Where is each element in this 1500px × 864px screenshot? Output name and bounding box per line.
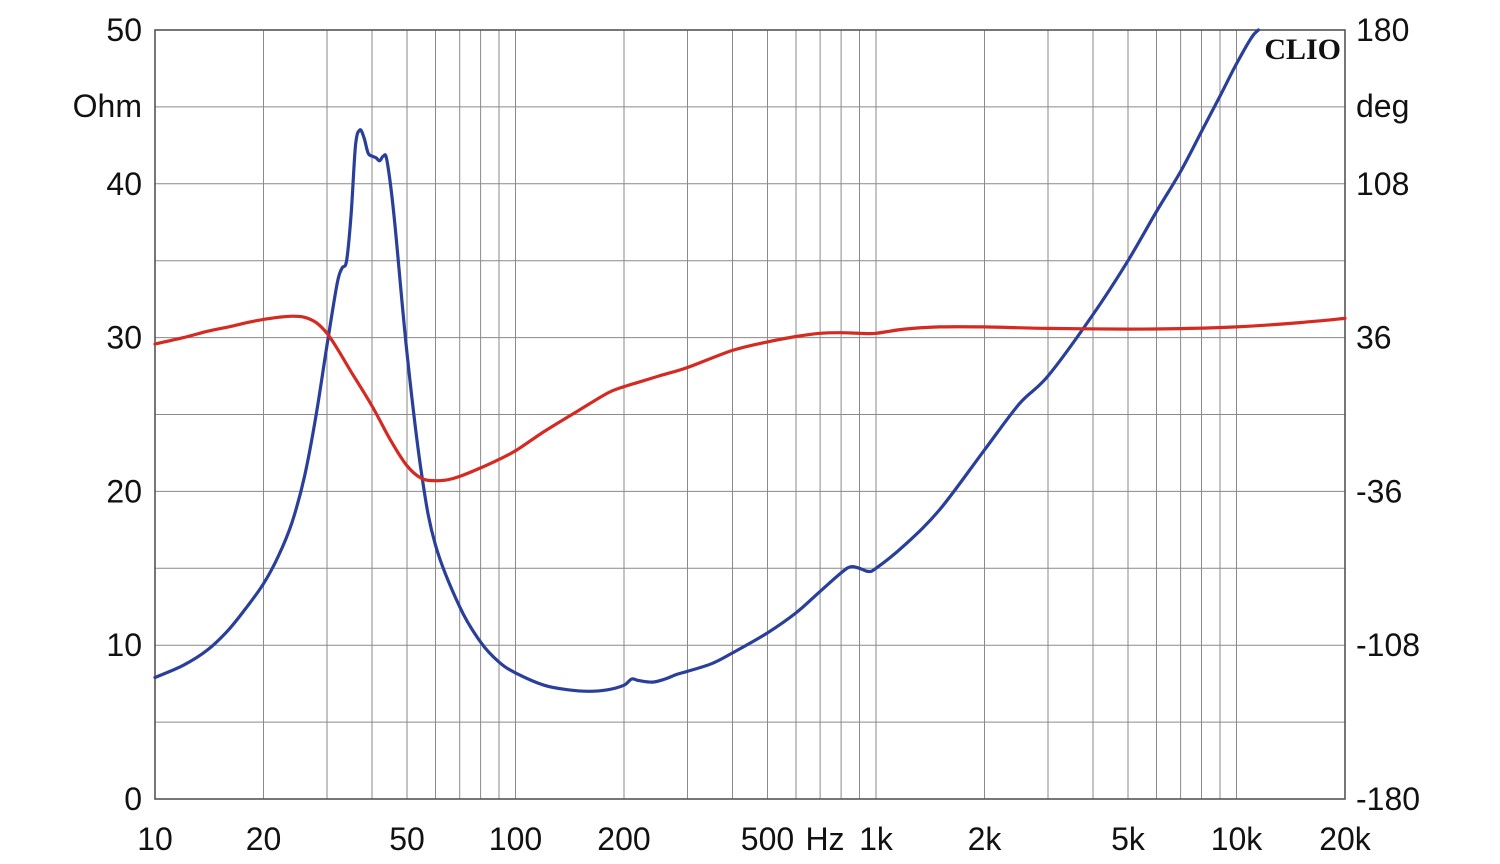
right-axis-unit: deg: [1356, 88, 1409, 124]
right-y-tick-label: -36: [1356, 473, 1402, 509]
left-y-tick-label: 20: [106, 473, 142, 509]
x-tick-label: 20: [246, 821, 282, 857]
x-tick-label: 100: [489, 821, 542, 857]
tick-labels: 10 20 50 100 200 500 1k 2k 5k 10k 20k 0 10 20 30 40 50 -1…: [106, 12, 1420, 857]
x-tick-label: 2k: [968, 821, 1003, 857]
left-y-tick-label: 40: [106, 166, 142, 202]
left-y-tick-label: 50: [106, 12, 142, 48]
right-y-tick-label: 36: [1356, 320, 1392, 356]
x-tick-label: 500: [741, 821, 794, 857]
left-axis-unit: Ohm: [73, 88, 142, 124]
x-tick-label: 10k: [1211, 821, 1264, 857]
right-y-tick-label: -180: [1356, 781, 1420, 817]
left-y-tick-label: 0: [124, 781, 142, 817]
x-tick-label: 10: [137, 821, 173, 857]
right-y-tick-label: -108: [1356, 627, 1420, 663]
phase-line: [153, 314, 1347, 483]
impedance-line: [153, 28, 1260, 693]
left-y-tick-label: 10: [106, 627, 142, 663]
right-y-tick-label: 108: [1356, 166, 1409, 202]
x-tick-label: 1k: [859, 821, 894, 857]
x-tick-label: 200: [597, 821, 650, 857]
x-tick-label: 20k: [1319, 821, 1372, 857]
right-y-tick-label: 180: [1356, 12, 1409, 48]
x-tick-label: 5k: [1111, 821, 1146, 857]
left-y-tick-label: 30: [106, 320, 142, 356]
x-axis-unit: Hz: [805, 821, 844, 857]
data-series: [153, 28, 1347, 693]
clio-brand-label: CLIO: [1264, 33, 1341, 66]
x-tick-label: 50: [389, 821, 425, 857]
plot-frame: [154, 29, 1346, 800]
